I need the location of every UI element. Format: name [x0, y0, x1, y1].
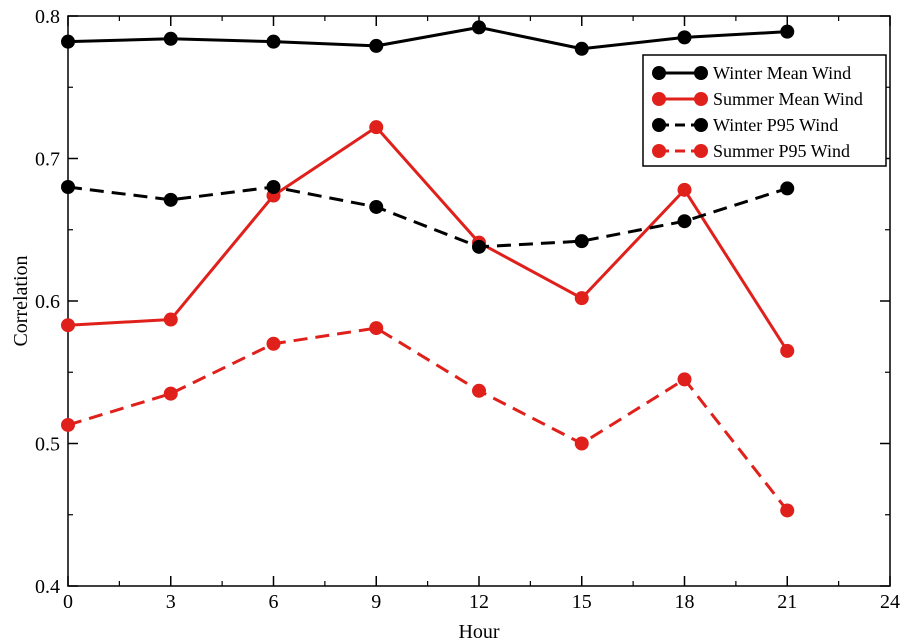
data-point: [266, 336, 281, 351]
data-point: [472, 20, 486, 35]
x-axis-title: Hour: [458, 621, 499, 643]
x-tick-label: 21: [777, 591, 797, 613]
data-point: [780, 181, 795, 196]
data-point: [163, 312, 178, 327]
data-point: [61, 34, 75, 49]
x-tick-label: 9: [371, 591, 381, 613]
legend-label: Winter Mean Wind: [713, 63, 851, 83]
data-point: [574, 291, 589, 306]
data-point: [677, 372, 692, 387]
x-tick-label: 24: [880, 591, 900, 613]
data-point: [163, 192, 178, 207]
legend-marker: [694, 92, 708, 106]
x-tick-label: 3: [166, 591, 176, 613]
legend-item: Winter Mean Wind: [652, 63, 851, 83]
x-tick-label: 12: [469, 591, 489, 613]
data-point: [266, 180, 281, 194]
legend-item: Summer P95 Wind: [652, 141, 850, 161]
data-point: [163, 386, 178, 401]
data-point: [574, 436, 589, 451]
y-tick-label: 0.5: [35, 434, 60, 456]
data-point: [780, 343, 795, 358]
series-layer: [61, 20, 795, 518]
legend-label: Summer P95 Wind: [713, 141, 850, 161]
data-point: [472, 239, 486, 254]
x-tick-label: 6: [269, 591, 279, 613]
series-line: [67, 25, 788, 51]
legend-marker: [652, 144, 666, 158]
x-tick-label: 0: [63, 591, 73, 613]
legend-item: Summer Mean Wind: [652, 89, 863, 109]
y-axis-title: Correlation: [10, 255, 32, 346]
y-tick-label: 0.6: [35, 291, 60, 313]
data-point: [163, 31, 178, 46]
series-line: [67, 185, 788, 249]
data-point: [369, 120, 384, 135]
legend-label: Summer Mean Wind: [713, 89, 863, 109]
legend-marker: [652, 118, 666, 132]
legend-marker: [652, 66, 666, 80]
data-point: [574, 234, 589, 249]
data-point: [61, 417, 75, 432]
y-tick-label: 0.7: [35, 149, 60, 171]
data-point: [61, 318, 75, 333]
legend-marker: [694, 118, 708, 132]
legend-marker: [652, 92, 666, 106]
legend-marker: [694, 144, 708, 158]
series-2: [61, 180, 795, 254]
series-line: [67, 125, 789, 352]
data-point: [677, 182, 692, 197]
legend: Winter Mean Wind Summer Mean Wind Winter P…: [642, 54, 887, 167]
x-tick-label: 15: [572, 591, 592, 613]
data-point: [369, 38, 384, 53]
legend-marker: [694, 66, 708, 80]
legend-item: Winter P95 Wind: [652, 115, 838, 135]
x-tick-label: 18: [675, 591, 695, 613]
data-point: [574, 41, 589, 56]
data-point: [369, 321, 384, 336]
data-point: [677, 214, 692, 229]
legend-label: Winter P95 Wind: [713, 115, 838, 135]
tick-labels: 0 3 6 9 12 15 18 21 24 0.4 0.5 0.6 0.7 0.8: [35, 6, 900, 613]
series-line: [67, 326, 789, 512]
y-tick-label: 0.4: [35, 576, 60, 598]
data-point: [61, 180, 75, 194]
data-point: [780, 503, 795, 518]
data-point: [677, 30, 692, 45]
data-point: [472, 383, 486, 398]
data-point: [266, 34, 281, 49]
series-0: [61, 20, 795, 56]
y-tick-label: 0.8: [35, 6, 60, 28]
data-point: [369, 199, 384, 214]
series-3: [61, 321, 795, 518]
data-point: [780, 24, 795, 39]
